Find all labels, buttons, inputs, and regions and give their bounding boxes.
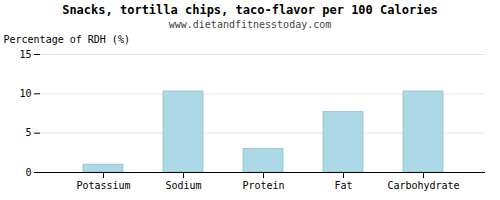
svg-text:Percentage of RDH (%): Percentage of RDH (%) — [4, 34, 130, 45]
svg-text:Sodium: Sodium — [165, 180, 201, 191]
svg-text:10: 10 — [19, 88, 31, 99]
html-text:www.dietandfitnesstoday.com: www.dietandfitnesstoday.com — [168, 19, 332, 30]
svg-text:Potassium: Potassium — [76, 180, 130, 191]
svg-text:15: 15 — [19, 49, 31, 60]
svg-text:5: 5 — [25, 127, 31, 138]
html-text:Snacks, tortilla chips, taco-f: Snacks, tortilla chips, taco-flavor per … — [62, 3, 438, 17]
svg-text:0: 0 — [25, 167, 31, 178]
svg-text:Fat: Fat — [334, 180, 352, 191]
svg-text:Carbohydrate: Carbohydrate — [387, 180, 459, 191]
svg-text:Protein: Protein — [242, 180, 284, 191]
